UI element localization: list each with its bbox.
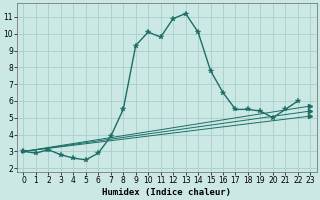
X-axis label: Humidex (Indice chaleur): Humidex (Indice chaleur) (102, 188, 231, 197)
